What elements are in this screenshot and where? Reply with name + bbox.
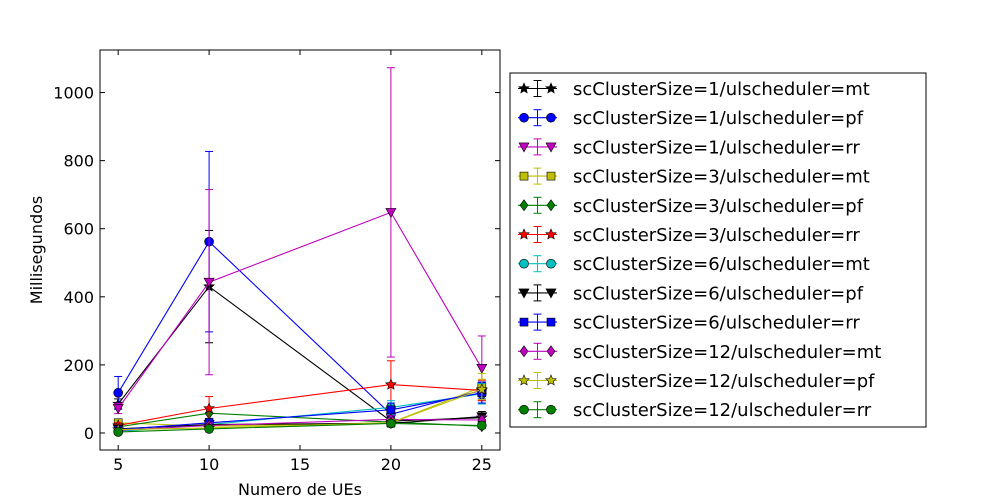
- legend-label: scClusterSize=6/ulscheduler=rr: [573, 313, 860, 334]
- x-tick-label: 5: [113, 455, 123, 474]
- legend-marker: [518, 82, 530, 94]
- data-point: [113, 388, 123, 398]
- legend-label: scClusterSize=3/ulscheduler=rr: [573, 225, 860, 246]
- y-tick-label: 800: [63, 152, 94, 171]
- legend-entry: scClusterSize=1/ulscheduler=mt: [518, 79, 870, 100]
- legend-marker: [545, 82, 557, 94]
- series-2: [113, 150, 487, 422]
- legend-marker: [546, 171, 556, 181]
- data-point: [385, 208, 397, 219]
- plot-frame: [99, 49, 501, 451]
- legend-entry: scClusterSize=6/ulscheduler=pf: [518, 283, 864, 304]
- data-point: [477, 420, 487, 431]
- x-tick-label: 10: [199, 455, 219, 474]
- data-point: [386, 418, 396, 429]
- y-axis-label: Millisegundos: [27, 196, 46, 304]
- legend-marker: [545, 374, 557, 386]
- legend-marker: [546, 112, 556, 123]
- data-point: [475, 383, 488, 395]
- legend-entry: scClusterSize=6/ulscheduler=mt: [518, 254, 870, 275]
- legend-marker: [518, 288, 530, 299]
- legend-marker: [518, 374, 530, 386]
- legend-entry: scClusterSize=1/ulscheduler=rr: [518, 137, 860, 158]
- legend-entry: scClusterSize=12/ulscheduler=rr: [518, 400, 872, 421]
- y-tick-label: 1000: [53, 84, 94, 103]
- legend-label: scClusterSize=12/ulscheduler=pf: [573, 371, 875, 392]
- legend-marker: [519, 112, 529, 123]
- x-tick-label: 15: [290, 455, 310, 474]
- y-tick-label: 600: [63, 220, 94, 239]
- legend-marker: [519, 171, 529, 181]
- legend-entry: scClusterSize=12/ulscheduler=mt: [518, 342, 881, 363]
- legend-label: scClusterSize=12/ulscheduler=mt: [573, 342, 881, 363]
- plot-area: 5 10 15 20 25 0 200 400 600 800 1000: [53, 49, 501, 474]
- legend-marker: [518, 228, 530, 240]
- legend-marker: [546, 199, 556, 212]
- legend-entry: scClusterSize=12/ulscheduler=pf: [518, 371, 875, 392]
- series-3: [112, 67, 488, 415]
- series-line: [118, 418, 482, 431]
- series-line: [118, 384, 482, 427]
- y-tick-label: 400: [63, 288, 94, 307]
- series-line: [118, 392, 482, 431]
- data-point: [112, 404, 124, 415]
- y-tick-label: 0: [84, 424, 94, 443]
- legend-marker: [519, 404, 529, 415]
- legend-marker: [546, 258, 556, 269]
- data-point: [386, 405, 396, 415]
- legend-marker: [546, 404, 556, 415]
- legend-label: scClusterSize=3/ulscheduler=mt: [573, 167, 870, 188]
- x-tick-label: 25: [472, 455, 492, 474]
- legend-marker: [519, 345, 529, 358]
- legend-entry: scClusterSize=3/ulscheduler=mt: [518, 167, 870, 188]
- legend-marker: [545, 142, 557, 153]
- legend-entry: scClusterSize=3/ulscheduler=rr: [518, 225, 860, 246]
- series-line: [118, 388, 482, 431]
- data-point: [203, 277, 215, 288]
- legend-marker: [546, 345, 556, 358]
- legend-label: scClusterSize=6/ulscheduler=pf: [573, 283, 864, 304]
- legend-marker: [519, 258, 529, 269]
- x-axis-label: Numero de UEs: [238, 480, 362, 499]
- legend-label: scClusterSize=3/ulscheduler=pf: [573, 196, 864, 217]
- legend-label: scClusterSize=12/ulscheduler=rr: [573, 400, 872, 421]
- legend-label: scClusterSize=1/ulscheduler=rr: [573, 137, 860, 158]
- legend-marker: [546, 317, 556, 327]
- legend-marker: [519, 317, 529, 327]
- y-tick-label: 200: [63, 356, 94, 375]
- series-line: [117, 285, 482, 422]
- legend-marker: [518, 142, 530, 153]
- legend-entry: scClusterSize=6/ulscheduler=rr: [518, 313, 860, 334]
- legend-label: scClusterSize=1/ulscheduler=mt: [573, 79, 870, 100]
- series-line: [117, 240, 482, 415]
- legend-marker: [545, 228, 557, 240]
- data-point: [113, 427, 123, 437]
- legend-entry: scClusterSize=1/ulscheduler=pf: [518, 108, 864, 129]
- legend-marker: [545, 288, 557, 299]
- series-line: [118, 422, 482, 433]
- legend-label: scClusterSize=6/ulscheduler=mt: [573, 254, 870, 275]
- legend-label: scClusterSize=1/ulscheduler=pf: [573, 108, 864, 129]
- series-line: [117, 211, 483, 409]
- data-point: [384, 378, 397, 390]
- legend: scClusterSize=1/ulscheduler=mt scClusterS…: [509, 72, 927, 428]
- data-point: [204, 424, 214, 434]
- legend-marker: [519, 199, 529, 212]
- legend-box: [509, 72, 927, 428]
- series-12: [113, 418, 487, 437]
- data-point: [476, 363, 488, 374]
- data-point: [203, 402, 216, 414]
- legend-entry: scClusterSize=3/ulscheduler=pf: [518, 196, 864, 217]
- x-tick-label: 20: [381, 455, 401, 474]
